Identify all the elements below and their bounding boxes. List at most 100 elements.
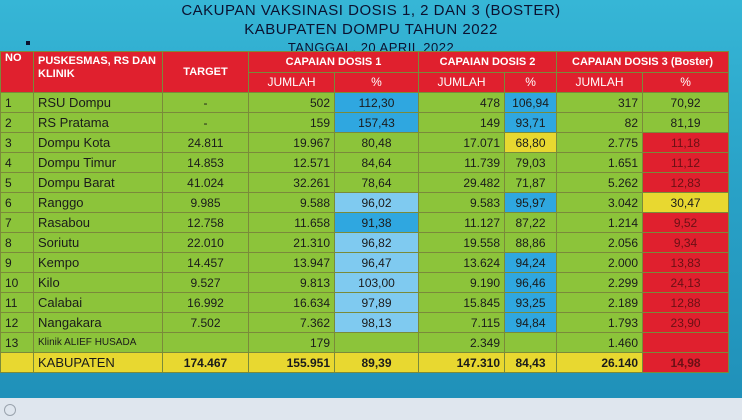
row-name: Dompu Kota — [33, 132, 163, 153]
row-no: 12 — [0, 312, 34, 333]
row-p3: 11,12 — [642, 152, 730, 173]
row-no: 6 — [0, 192, 34, 213]
row-d2: 11.127 — [418, 212, 506, 233]
row-p1: 112,30 — [333, 92, 420, 113]
title-block: CAKUPAN VAKSINASI DOSIS 1, 2 DAN 3 (BOST… — [0, 0, 742, 56]
row-p1: 98,13 — [333, 312, 420, 333]
row-no: 9 — [0, 252, 34, 273]
header-pct-1: % — [333, 71, 420, 93]
row-p1: 157,43 — [333, 112, 420, 133]
row-d3: 3.042 — [556, 192, 644, 213]
row-p1: 78,64 — [333, 172, 420, 193]
row-d1: 19.967 — [248, 132, 335, 153]
row-name: Soriutu — [33, 232, 163, 253]
row-p2: 88,86 — [504, 232, 558, 253]
row-p1: 80,48 — [333, 132, 420, 153]
table-row: 8 Soriutu 22.010 21.310 96,82 19.558 88,… — [0, 232, 730, 253]
row-d3: 317 — [556, 92, 644, 113]
row-p2: 79,03 — [504, 152, 558, 173]
row-p3 — [642, 332, 730, 353]
title-line-1: CAKUPAN VAKSINASI DOSIS 1, 2 DAN 3 (BOST… — [181, 2, 561, 19]
row-target: 14.457 — [162, 252, 249, 273]
table-row: 12 Nangakara 7.502 7.362 98,13 7.115 94,… — [0, 312, 730, 333]
row-p3: 30,47 — [642, 192, 730, 213]
row-d3: 2.056 — [556, 232, 644, 253]
row-d3: 82 — [556, 112, 644, 133]
row-target: 14.853 — [162, 152, 249, 173]
row-p2: 71,87 — [504, 172, 558, 193]
row-d2: 2.349 — [418, 332, 506, 353]
row-d2: 29.482 — [418, 172, 506, 193]
total-d1: 155.951 — [248, 352, 335, 373]
row-name: Rasabou — [33, 212, 163, 233]
total-p2: 84,43 — [504, 352, 558, 373]
row-d3: 2.189 — [556, 292, 644, 313]
row-d3: 2.000 — [556, 252, 644, 273]
mouse-cursor-icon — [26, 41, 30, 45]
row-d2: 7.115 — [418, 312, 506, 333]
row-no: 8 — [0, 232, 34, 253]
row-p2: 95,97 — [504, 192, 558, 213]
row-p2: 106,94 — [504, 92, 558, 113]
row-no: 7 — [0, 212, 34, 233]
row-d2: 15.845 — [418, 292, 506, 313]
row-name: Dompu Barat — [33, 172, 163, 193]
header-jumlah-3: JUMLAH — [556, 71, 644, 93]
row-d1: 7.362 — [248, 312, 335, 333]
row-d2: 13.624 — [418, 252, 506, 273]
row-d3: 1.651 — [556, 152, 644, 173]
row-target: 22.010 — [162, 232, 249, 253]
row-p1: 91,38 — [333, 212, 420, 233]
row-no: 2 — [0, 112, 34, 133]
row-d2: 9.190 — [418, 272, 506, 293]
header-target: TARGET — [162, 51, 249, 93]
row-d1: 9.813 — [248, 272, 335, 293]
table-row: 11 Calabai 16.992 16.634 97,89 15.845 93… — [0, 292, 730, 313]
total-row: KABUPATEN 174.467 155.951 89,39 147.310 … — [0, 352, 730, 373]
row-target: - — [162, 92, 249, 113]
table-row: 2 RS Pratama - 159 157,43 149 93,71 82 8… — [0, 112, 730, 133]
row-target: 9.527 — [162, 272, 249, 293]
header-pct-2: % — [504, 71, 558, 93]
total-name: KABUPATEN — [33, 352, 163, 373]
row-d1: 179 — [248, 332, 335, 353]
table-row: 9 Kempo 14.457 13.947 96,47 13.624 94,24… — [0, 252, 730, 273]
table-row: 10 Kilo 9.527 9.813 103,00 9.190 96,46 2… — [0, 272, 730, 293]
row-p3: 23,90 — [642, 312, 730, 333]
row-p1: 96,82 — [333, 232, 420, 253]
row-d1: 12.571 — [248, 152, 335, 173]
slide-nav-icon[interactable] — [4, 404, 16, 416]
row-no: 3 — [0, 132, 34, 153]
row-name: Kempo — [33, 252, 163, 273]
table-row: 5 Dompu Barat 41.024 32.261 78,64 29.482… — [0, 172, 730, 193]
row-p2 — [504, 332, 558, 353]
table-row: 1 RSU Dompu - 502 112,30 478 106,94 317 … — [0, 92, 730, 113]
row-no: 5 — [0, 172, 34, 193]
row-p2: 94,24 — [504, 252, 558, 273]
header-jumlah-2: JUMLAH — [418, 71, 506, 93]
header-dosis2: CAPAIAN DOSIS 2 — [418, 51, 558, 73]
row-name: Calabai — [33, 292, 163, 313]
row-d2: 11.739 — [418, 152, 506, 173]
row-p2: 96,46 — [504, 272, 558, 293]
row-p1: 97,89 — [333, 292, 420, 313]
row-d1: 13.947 — [248, 252, 335, 273]
table-row: 7 Rasabou 12.758 11.658 91,38 11.127 87,… — [0, 212, 730, 233]
row-no: 10 — [0, 272, 34, 293]
row-p1: 96,47 — [333, 252, 420, 273]
row-no: 11 — [0, 292, 34, 313]
row-no: 4 — [0, 152, 34, 173]
row-d2: 149 — [418, 112, 506, 133]
row-name: RSU Dompu — [33, 92, 163, 113]
header-dosis1: CAPAIAN DOSIS 1 — [247, 51, 420, 73]
row-target: 9.985 — [162, 192, 249, 213]
row-target — [162, 332, 249, 353]
row-p3: 11,18 — [642, 132, 730, 153]
row-p3: 81,19 — [642, 112, 730, 133]
table-row: 6 Ranggo 9.985 9.588 96,02 9.583 95,97 3… — [0, 192, 730, 213]
row-no: 1 — [0, 92, 34, 113]
row-d2: 478 — [418, 92, 506, 113]
row-p3: 12,83 — [642, 172, 730, 193]
total-d3: 26.140 — [556, 352, 644, 373]
title-line-2: KABUPATEN DOMPU TAHUN 2022 — [244, 21, 498, 38]
